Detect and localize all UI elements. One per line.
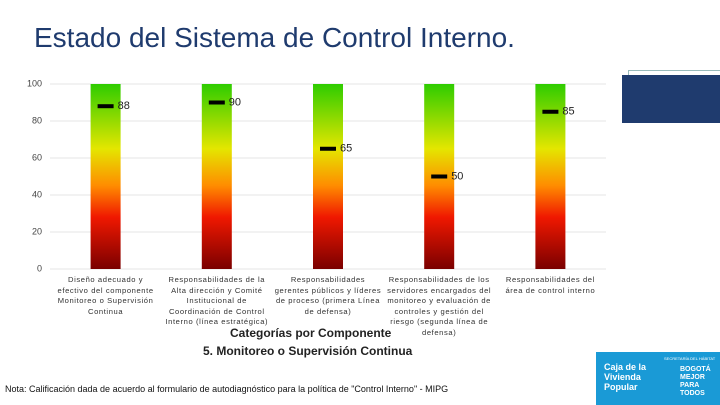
bar-background — [535, 84, 566, 269]
logo-secretaria: SECRETARÍA DEL HÁBITAT — [664, 356, 716, 361]
bar-background — [201, 84, 232, 269]
value-marker — [320, 146, 336, 151]
data-label: 50 — [451, 170, 463, 182]
data-label: 65 — [340, 143, 352, 155]
note: Nota: Calificación dada de acuerdo al fo… — [5, 384, 449, 394]
logo-slogan: BOGOTÁ MEJOR PARA TODOS — [680, 366, 711, 397]
value-marker — [431, 174, 448, 179]
y-tick-label: 40 — [32, 189, 42, 199]
x-tick-label: Responsabilidades de los servidores enca… — [387, 275, 492, 337]
x-tick-label: Responsabilidades de la Alta dirección y… — [165, 275, 269, 326]
y-tick-label: 0 — [37, 263, 42, 273]
logo-entity: Caja de la Vivienda Popular — [604, 362, 647, 392]
decoration — [622, 75, 720, 123]
x-tick-label: Responsabilidades del área de control in… — [505, 275, 596, 295]
x-tick-label: Responsabilidades gerentes públicos y lí… — [274, 275, 382, 316]
y-tick-label: 100 — [27, 78, 42, 88]
logo: Caja de la Vivienda Popular SECRETARÍA D… — [596, 352, 720, 405]
value-marker — [208, 100, 225, 105]
y-tick-label: 60 — [32, 152, 42, 162]
x-tick-label: Diseño adecuado y efectivo del component… — [57, 275, 154, 316]
chart-subtitle: 5. Monitoreo o Supervisión Continua — [203, 344, 413, 358]
value-marker — [97, 104, 114, 109]
value-marker — [542, 109, 559, 114]
bar-background — [90, 84, 121, 269]
bar-background — [313, 84, 343, 269]
data-label: 85 — [562, 106, 574, 118]
y-tick-label: 20 — [32, 226, 42, 236]
x-axis-title: Categorías por Componente — [230, 326, 392, 340]
data-label: 88 — [118, 100, 130, 112]
slide-title: Estado del Sistema de Control Interno. — [34, 22, 515, 53]
data-label: 90 — [229, 96, 241, 108]
y-tick-label: 80 — [32, 115, 42, 125]
